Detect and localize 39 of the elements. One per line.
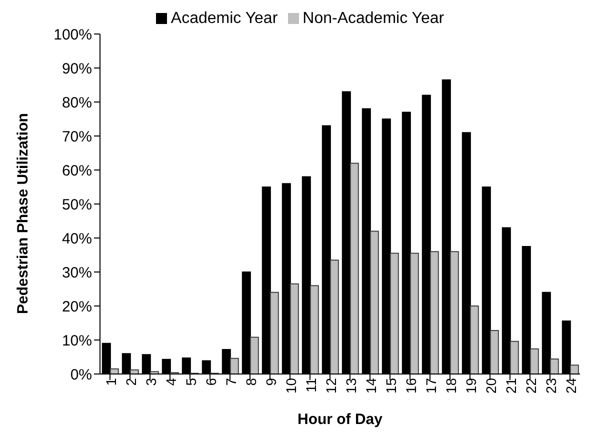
x-tick-label: 18	[442, 378, 459, 394]
x-tick-label: 9	[262, 378, 279, 386]
x-tick-label: 4	[162, 378, 179, 386]
legend-label: Non-Academic Year	[302, 10, 444, 27]
x-tick-label: 15	[382, 378, 399, 394]
x-tick-label: 2	[122, 378, 139, 386]
x-tick-label: 14	[362, 378, 379, 394]
x-tick-label: 13	[342, 378, 359, 394]
y-tick-label: 100%	[54, 26, 92, 44]
x-tick-label: 22	[522, 378, 539, 394]
x-tick-label: 20	[482, 378, 499, 394]
x-tick-label: 10	[282, 378, 299, 394]
y-tick-label: 70%	[62, 128, 92, 146]
y-tick-label: 90%	[62, 60, 92, 78]
x-tick-label: 21	[502, 378, 519, 394]
x-tick-label: 17	[422, 378, 439, 394]
y-tick-label: 10%	[62, 332, 92, 350]
x-tick-label: 7	[222, 378, 239, 386]
y-axis-title: Pedestrian Phase Utilization	[14, 113, 32, 314]
y-tick-label: 20%	[62, 298, 92, 316]
x-tick-label: 3	[142, 378, 159, 386]
legend-label: Academic Year	[170, 10, 278, 27]
x-tick-label: 12	[322, 378, 339, 394]
x-tick-label: 24	[562, 378, 579, 394]
y-tick-label: 0%	[70, 366, 92, 384]
x-tick-label: 11	[302, 378, 319, 393]
x-tick-label: 1	[102, 378, 119, 386]
y-tick-label: 60%	[62, 162, 92, 180]
y-tick-label: 30%	[62, 264, 92, 282]
x-tick-label: 19	[462, 378, 479, 394]
y-tick-label: 40%	[62, 230, 92, 248]
y-tick-label: 80%	[62, 94, 92, 112]
x-tick-label: 8	[242, 378, 259, 386]
x-tick-label: 6	[202, 378, 219, 386]
x-tick-label: 16	[402, 378, 419, 394]
x-tick-label: 5	[182, 378, 199, 386]
x-tick-label: 23	[542, 378, 559, 394]
x-axis-title: Hour of Day	[297, 411, 384, 428]
y-tick-label: 50%	[62, 196, 92, 214]
